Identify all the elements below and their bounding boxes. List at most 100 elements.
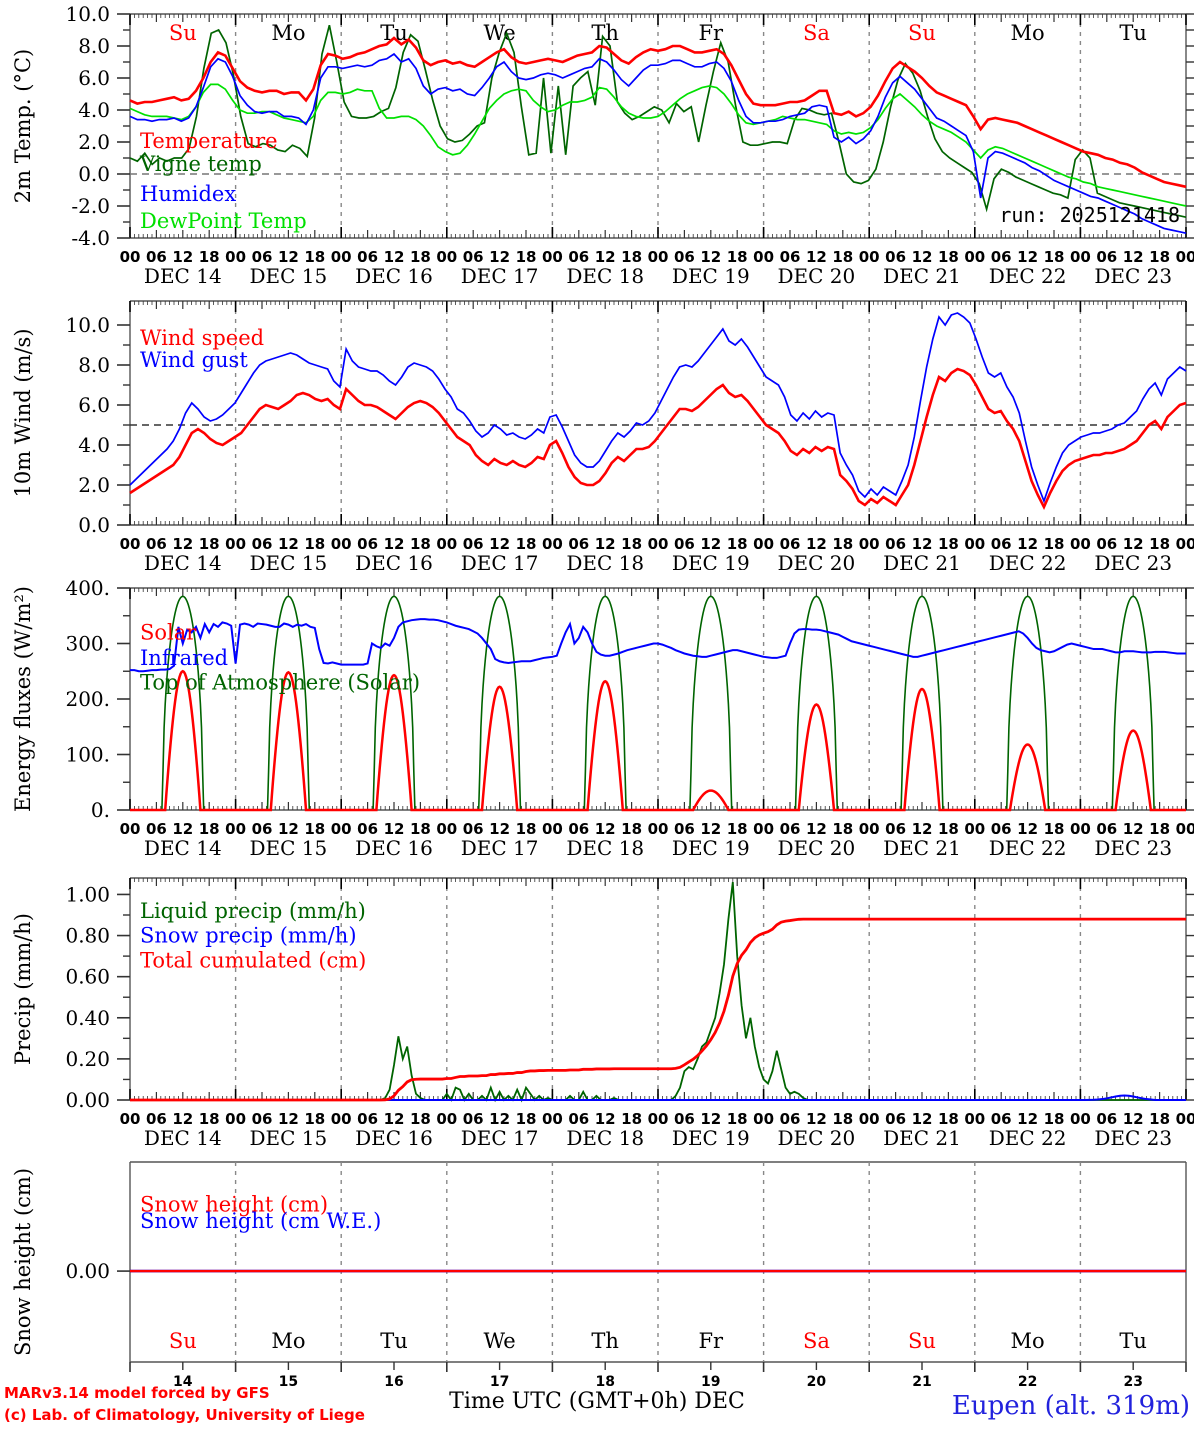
svg-text:Tu: Tu bbox=[380, 21, 408, 45]
svg-text:0.: 0. bbox=[91, 798, 110, 822]
svg-text:06: 06 bbox=[252, 1110, 273, 1128]
svg-text:DEC 14: DEC 14 bbox=[144, 1126, 222, 1150]
svg-text:06: 06 bbox=[1096, 820, 1117, 838]
svg-text:12: 12 bbox=[595, 535, 616, 553]
svg-text:18: 18 bbox=[727, 535, 748, 553]
svg-text:6.0: 6.0 bbox=[78, 393, 110, 417]
svg-text:06: 06 bbox=[780, 820, 801, 838]
svg-text:Su: Su bbox=[908, 1329, 936, 1353]
svg-text:06: 06 bbox=[463, 535, 484, 553]
svg-text:18: 18 bbox=[832, 820, 853, 838]
svg-text:12: 12 bbox=[700, 820, 721, 838]
svg-text:00: 00 bbox=[1070, 820, 1091, 838]
svg-text:18: 18 bbox=[938, 535, 959, 553]
svg-text:00: 00 bbox=[331, 1110, 352, 1128]
svg-text:21: 21 bbox=[912, 1374, 931, 1390]
svg-text:06: 06 bbox=[463, 248, 484, 266]
legend-snow-height: Snow height (cm) bbox=[140, 1193, 328, 1217]
svg-text:6.0: 6.0 bbox=[78, 66, 110, 90]
panel-precip: 1.00 0.80 0.60 0.40 0.20 0.00 Liquid precip (m… bbox=[0, 860, 1194, 1150]
svg-text:12: 12 bbox=[700, 535, 721, 553]
svg-text:We: We bbox=[483, 21, 515, 45]
svg-text:18: 18 bbox=[1044, 535, 1065, 553]
svg-text:00: 00 bbox=[542, 820, 563, 838]
svg-text:00: 00 bbox=[542, 535, 563, 553]
svg-text:18: 18 bbox=[199, 248, 220, 266]
svg-text:14: 14 bbox=[173, 1374, 193, 1390]
svg-text:12: 12 bbox=[384, 535, 405, 553]
svg-text:Mo: Mo bbox=[271, 1329, 305, 1353]
svg-text:00: 00 bbox=[120, 248, 141, 266]
svg-text:DEC 14: DEC 14 bbox=[144, 264, 222, 285]
svg-text:00: 00 bbox=[964, 248, 985, 266]
svg-text:12: 12 bbox=[912, 248, 933, 266]
series-wind-gust bbox=[129, 312, 1187, 504]
svg-text:DEC 16: DEC 16 bbox=[355, 1126, 433, 1150]
svg-text:10m Wind (m/s): 10m Wind (m/s) bbox=[11, 328, 35, 497]
svg-text:DEC 20: DEC 20 bbox=[778, 264, 856, 285]
svg-text:DEC 15: DEC 15 bbox=[250, 264, 328, 285]
svg-text:We: We bbox=[483, 1329, 515, 1353]
svg-text:DEC 21: DEC 21 bbox=[883, 1126, 961, 1150]
svg-text:00: 00 bbox=[859, 535, 880, 553]
svg-text:DEC 21: DEC 21 bbox=[883, 264, 961, 285]
svg-text:00: 00 bbox=[964, 535, 985, 553]
svg-text:00: 00 bbox=[1176, 248, 1194, 266]
svg-text:12: 12 bbox=[1123, 1110, 1144, 1128]
svg-text:18: 18 bbox=[1044, 248, 1065, 266]
svg-text:06: 06 bbox=[357, 820, 378, 838]
legend-snow-precip: Snow precip (mm/h) bbox=[140, 924, 357, 948]
svg-text:DEC 18: DEC 18 bbox=[566, 836, 644, 860]
svg-text:18: 18 bbox=[516, 248, 537, 266]
legend-solar: Solar bbox=[140, 621, 197, 645]
svg-text:DEC 17: DEC 17 bbox=[461, 551, 539, 570]
svg-text:12: 12 bbox=[278, 248, 299, 266]
svg-text:12: 12 bbox=[1017, 248, 1038, 266]
svg-text:10.0: 10.0 bbox=[65, 313, 110, 337]
svg-text:0.0: 0.0 bbox=[78, 513, 110, 537]
svg-text:2m Temp. (°C): 2m Temp. (°C) bbox=[11, 49, 35, 203]
svg-text:12: 12 bbox=[595, 820, 616, 838]
svg-text:DEC 14: DEC 14 bbox=[144, 551, 222, 570]
svg-text:18: 18 bbox=[199, 535, 220, 553]
svg-text:Su: Su bbox=[169, 1329, 197, 1353]
svg-text:06: 06 bbox=[146, 820, 167, 838]
svg-text:18: 18 bbox=[516, 1110, 537, 1128]
svg-text:DEC 19: DEC 19 bbox=[672, 836, 750, 860]
svg-text:Mo: Mo bbox=[1011, 1329, 1045, 1353]
svg-text:18: 18 bbox=[304, 820, 325, 838]
svg-text:DEC 18: DEC 18 bbox=[566, 264, 644, 285]
svg-text:Mo: Mo bbox=[271, 21, 305, 45]
svg-text:00: 00 bbox=[859, 248, 880, 266]
panel-temperature: 10.0 8.0 6.0 4.0 2.0 0.0 -2.0 -4.0 Su Mo Tu We Th Fr S… bbox=[0, 0, 1194, 285]
svg-text:18: 18 bbox=[410, 820, 431, 838]
svg-text:06: 06 bbox=[1096, 535, 1117, 553]
svg-text:18: 18 bbox=[621, 248, 642, 266]
svg-text:Sa: Sa bbox=[803, 1329, 830, 1353]
svg-text:18: 18 bbox=[832, 1110, 853, 1128]
svg-text:18: 18 bbox=[1044, 1110, 1065, 1128]
precip-chart: 1.00 0.80 0.60 0.40 0.20 0.00 Liquid precip (m… bbox=[11, 877, 1194, 1150]
svg-text:06: 06 bbox=[1096, 1110, 1117, 1128]
svg-text:DEC 22: DEC 22 bbox=[989, 264, 1067, 285]
svg-text:DEC 23: DEC 23 bbox=[1094, 836, 1172, 860]
svg-text:06: 06 bbox=[674, 820, 695, 838]
svg-text:12: 12 bbox=[384, 248, 405, 266]
svg-text:00: 00 bbox=[1070, 535, 1091, 553]
location-label: Eupen (alt. 319m) bbox=[952, 1391, 1190, 1421]
svg-text:18: 18 bbox=[832, 535, 853, 553]
svg-text:DEC 18: DEC 18 bbox=[566, 551, 644, 570]
svg-text:4.0: 4.0 bbox=[78, 433, 110, 457]
svg-text:06: 06 bbox=[885, 248, 906, 266]
svg-text:16: 16 bbox=[384, 1374, 403, 1390]
svg-text:18: 18 bbox=[938, 1110, 959, 1128]
svg-text:18: 18 bbox=[727, 1110, 748, 1128]
svg-text:DEC 21: DEC 21 bbox=[883, 551, 961, 570]
svg-text:Snow height (cm): Snow height (cm) bbox=[11, 1168, 35, 1356]
legend-total-cumulated: Total cumulated (cm) bbox=[140, 948, 366, 972]
svg-text:18: 18 bbox=[304, 1110, 325, 1128]
series-temperature bbox=[129, 36, 1187, 189]
series-infrared bbox=[130, 618, 1186, 673]
